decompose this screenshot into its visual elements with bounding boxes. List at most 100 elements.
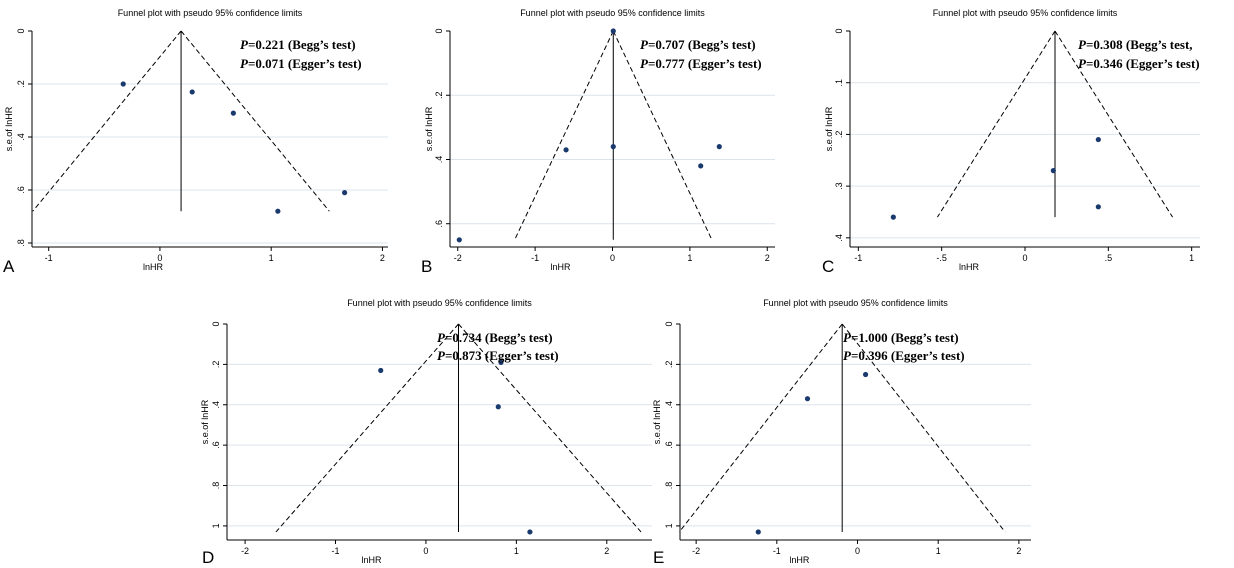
x-axis-label: lnHR bbox=[550, 262, 571, 272]
x-tick-label: 1 bbox=[269, 253, 274, 263]
lower-confidence-limit bbox=[275, 323, 459, 533]
study-point bbox=[862, 371, 869, 378]
p-value-text: =0.071 (Egger’s test) bbox=[248, 56, 362, 71]
p-symbol: P bbox=[640, 56, 649, 71]
study-point bbox=[610, 28, 616, 34]
y-tick-label: .2 bbox=[834, 131, 844, 139]
study-point bbox=[230, 110, 236, 116]
x-tick-label: 1 bbox=[687, 253, 692, 263]
x-tick-label: 0 bbox=[1022, 253, 1027, 263]
panel-letter: D bbox=[202, 548, 214, 567]
study-point bbox=[563, 147, 569, 153]
x-axis-label: lnHR bbox=[789, 555, 810, 565]
x-tick-label: -2 bbox=[454, 253, 462, 263]
x-tick-label: -1 bbox=[531, 253, 539, 263]
study-point bbox=[698, 163, 704, 169]
chart-title: Funnel plot with pseudo 95% confidence l… bbox=[118, 8, 303, 18]
funnel-plot-panel: Funnel plot with pseudo 95% confidence l… bbox=[652, 298, 1031, 567]
p-value-text: =1.000 (Begg’s test) bbox=[851, 330, 959, 345]
x-tick-label: 2 bbox=[380, 253, 385, 263]
y-tick-label: 1 bbox=[211, 523, 221, 528]
y-tick-label: .4 bbox=[664, 401, 674, 409]
y-tick-label: .2 bbox=[211, 361, 221, 369]
p-value-text: =0.777 (Egger’s test) bbox=[648, 56, 762, 71]
y-tick-label: .4 bbox=[834, 234, 844, 242]
y-tick-label: .6 bbox=[211, 441, 221, 449]
funnel-plot-panel: Funnel plot with pseudo 95% confidence l… bbox=[822, 8, 1200, 276]
chart-title: Funnel plot with pseudo 95% confidence l… bbox=[520, 8, 705, 18]
y-tick-label: 0 bbox=[664, 321, 674, 326]
p-symbol: P bbox=[843, 330, 852, 345]
p-value-annotation: P=0.308 (Begg’s test, bbox=[1078, 37, 1193, 52]
p-symbol: P bbox=[437, 348, 446, 363]
p-value-text: =0.221 (Begg’s test) bbox=[248, 37, 356, 52]
y-tick-label: .2 bbox=[434, 91, 444, 99]
panel-letter: C bbox=[822, 257, 834, 276]
chart-title: Funnel plot with pseudo 95% confidence l… bbox=[347, 298, 532, 308]
y-axis-label: s.e.of lnHR bbox=[652, 399, 662, 444]
y-tick-label: .4 bbox=[434, 156, 444, 164]
x-axis-label: lnHR bbox=[143, 262, 164, 272]
y-axis-label: s.e.of lnHR bbox=[200, 399, 210, 444]
x-tick-label: 0 bbox=[157, 253, 162, 263]
study-point bbox=[890, 214, 896, 220]
y-tick-label: .3 bbox=[834, 182, 844, 190]
chart-title: Funnel plot with pseudo 95% confidence l… bbox=[763, 298, 948, 308]
study-point bbox=[527, 529, 533, 535]
x-axis-label: lnHR bbox=[959, 262, 980, 272]
p-symbol: P bbox=[640, 37, 649, 52]
x-tick-label: 0 bbox=[855, 546, 860, 556]
upper-confidence-limit bbox=[841, 323, 1006, 533]
chart-title: Funnel plot with pseudo 95% confidence l… bbox=[933, 8, 1118, 18]
y-axis-label: s.e.of lnHR bbox=[824, 106, 834, 151]
y-tick-label: 0 bbox=[211, 321, 221, 326]
y-tick-label: 1 bbox=[664, 523, 674, 528]
study-point bbox=[716, 144, 722, 150]
p-value-annotation: P=0.396 (Egger’s test) bbox=[843, 348, 965, 363]
p-value-text: =0.707 (Begg’s test) bbox=[648, 37, 756, 52]
x-tick-label: -2 bbox=[692, 546, 700, 556]
y-tick-label: 0 bbox=[834, 28, 844, 33]
study-point bbox=[804, 396, 811, 402]
x-tick-label: 1 bbox=[936, 546, 941, 556]
x-tick-label: 1 bbox=[514, 546, 519, 556]
p-symbol: P bbox=[843, 348, 852, 363]
x-tick-label: 1 bbox=[1189, 253, 1194, 263]
lower-confidence-limit bbox=[514, 30, 614, 241]
x-axis-label: lnHR bbox=[361, 555, 382, 565]
y-tick-label: .6 bbox=[434, 220, 444, 228]
p-symbol: P bbox=[1078, 37, 1087, 52]
p-symbol: P bbox=[240, 56, 249, 71]
lower-confidence-limit bbox=[678, 323, 843, 533]
x-tick-label: 0 bbox=[423, 546, 428, 556]
lower-confidence-limit bbox=[32, 30, 182, 212]
study-point bbox=[495, 404, 501, 410]
x-tick-label: -1 bbox=[854, 253, 862, 263]
p-value-annotation: P=0.346 (Egger’s test) bbox=[1078, 56, 1200, 71]
study-point bbox=[498, 359, 504, 365]
study-point bbox=[189, 89, 195, 95]
p-symbol: P bbox=[240, 37, 249, 52]
y-tick-label: 0 bbox=[434, 28, 444, 33]
study-point bbox=[610, 144, 616, 150]
p-symbol: P bbox=[1078, 56, 1087, 71]
p-value-annotation: P=0.777 (Egger’s test) bbox=[640, 56, 762, 71]
y-axis-label: s.e.of lnHR bbox=[4, 106, 14, 151]
x-tick-label: 0 bbox=[610, 253, 615, 263]
study-point bbox=[755, 529, 761, 535]
p-value-annotation: P=0.734 (Begg’s test) bbox=[437, 330, 553, 345]
y-tick-label: .4 bbox=[16, 133, 26, 141]
p-value-text: =0.308 (Begg’s test, bbox=[1086, 37, 1193, 52]
study-point bbox=[456, 237, 462, 243]
x-tick-label: 2 bbox=[765, 253, 770, 263]
y-tick-label: .8 bbox=[211, 482, 221, 490]
study-point bbox=[342, 190, 348, 196]
x-tick-label: -1 bbox=[773, 546, 781, 556]
study-point bbox=[120, 81, 126, 87]
p-value-annotation: P=0.707 (Begg’s test) bbox=[640, 37, 756, 52]
p-value-text: =0.346 (Egger’s test) bbox=[1086, 56, 1200, 71]
study-point bbox=[1095, 204, 1101, 210]
y-axis-label: s.e.of lnHR bbox=[424, 106, 434, 151]
x-tick-label: 2 bbox=[604, 546, 609, 556]
